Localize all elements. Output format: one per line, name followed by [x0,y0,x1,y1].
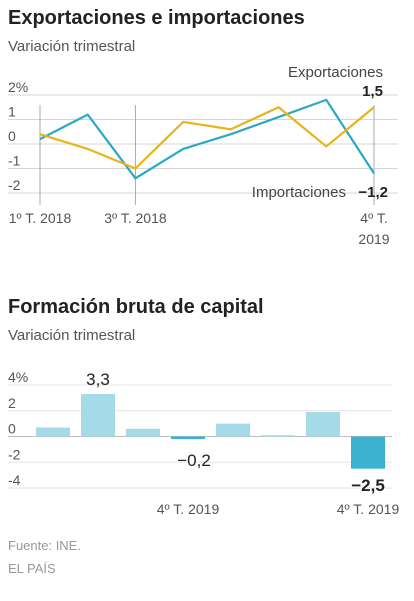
y-tick-label: 1 [8,104,16,120]
chart-subtitle-capital: Variación trimestral [8,327,136,344]
x-tick-label: 1º T. 2018 [9,210,72,226]
bar-data-label: 3,3 [86,370,110,389]
bar [126,428,160,437]
x-tick-label: 4º T. 2019 [337,501,400,517]
series-line-importaciones [39,98,375,180]
y-tick-label: 0 [8,421,16,437]
y-tick-label: -4 [8,472,21,488]
data-label-importaciones: −1,2 [358,184,388,201]
bar [351,436,385,469]
series-name-exportaciones: Exportaciones [288,64,383,81]
bar [216,423,250,437]
y-tick-label: 4% [8,369,28,385]
chart-title-capital: Formación bruta de capital [8,296,264,318]
bar [306,412,340,437]
capital-bar-chart: 4% 2 0 -2 -4 3,3 −0,2 −2,5 4º T. 2019 4º T. 2019 [8,369,400,517]
x-tick-label: 4º T. [360,210,387,226]
y-tick-label: 0 [8,128,16,144]
y-tick-label: -2 [8,177,21,193]
trade-line-chart: 2% 1 0 -1 -2 1º T. 2018 3º T. 2018 4º T. 2019 Exp… [8,64,398,247]
chart-subtitle-trade: Variación trimestral [8,38,136,55]
source-note: Fuente: INE. [8,538,81,553]
x-tick-label: 3º T. 2018 [104,210,167,226]
bar [171,436,205,440]
chart-title-trade: Exportaciones e importaciones [8,7,305,29]
series-line-exportaciones [39,106,375,170]
y-tick-label: 2 [8,395,16,411]
brand-label: EL PAÍS [8,561,56,576]
data-label-exportaciones: 1,5 [362,83,383,100]
bar-data-label: −0,2 [177,451,211,470]
x-tick-label: 2019 [358,231,389,247]
y-tick-label: -2 [8,446,21,462]
y-tick-label: 2% [8,79,28,95]
bar [81,394,115,437]
x-tick-label: 4º T. 2019 [157,501,220,517]
y-tick-label: -1 [8,153,21,169]
bar-data-label: −2,5 [351,476,385,495]
bar [261,435,295,437]
series-name-importaciones: Importaciones [252,184,346,201]
bar [36,427,70,437]
